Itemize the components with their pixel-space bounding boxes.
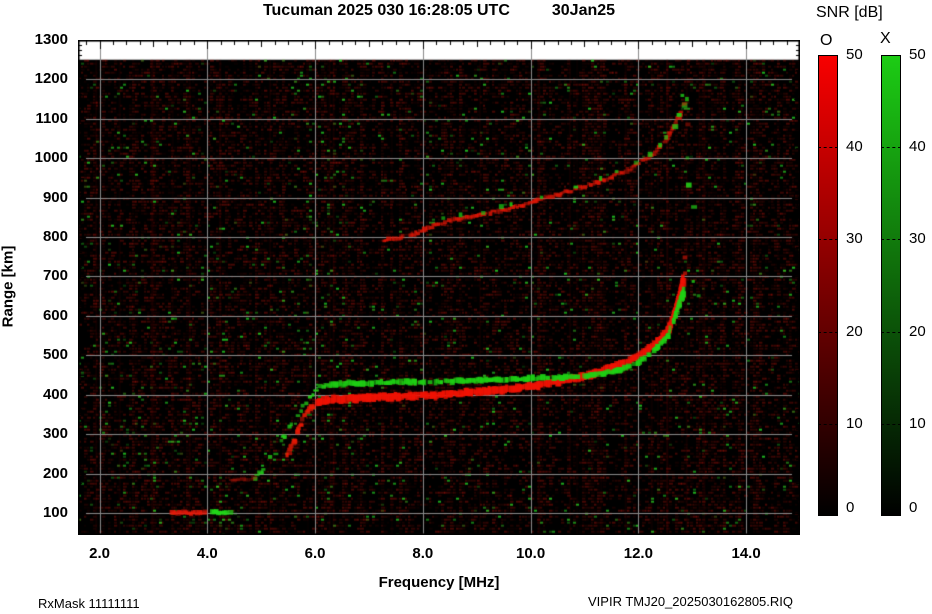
colorbar-o-gradient bbox=[818, 55, 838, 516]
colorbar-x-tickmark-30 bbox=[881, 239, 901, 241]
rxmask-text: RxMask 11111111 bbox=[38, 596, 140, 611]
y-tick-label-500: 500 bbox=[42, 346, 68, 364]
y-tick-label-300: 300 bbox=[42, 425, 68, 443]
colorbar-o-tick-0: 0 bbox=[846, 499, 855, 516]
y-tick-label-800: 800 bbox=[42, 228, 68, 246]
colorbar-x-mode-label: X bbox=[880, 30, 891, 47]
ionogram-plot-canvas bbox=[78, 40, 800, 535]
plot-title: Tucuman 2025 030 16:28:05 UTC 30Jan25 bbox=[78, 2, 800, 20]
plot-title-date: 30Jan25 bbox=[551, 2, 616, 19]
colorbar-x-tick-10: 10 bbox=[909, 414, 926, 432]
x-tick-label-6.0: 6.0 bbox=[304, 545, 326, 562]
colorbar-x-tickmark-20 bbox=[881, 331, 901, 333]
colorbar-title: SNR [dB] bbox=[816, 4, 883, 21]
y-tick-label-1200: 1200 bbox=[34, 70, 68, 88]
y-tick-label-400: 400 bbox=[42, 385, 68, 403]
y-tick-label-1000: 1000 bbox=[34, 149, 68, 167]
x-tick-label-4.0: 4.0 bbox=[196, 545, 218, 562]
y-tick-label-200: 200 bbox=[42, 464, 68, 482]
colorbar-o-tickmark-20 bbox=[818, 331, 838, 333]
colorbar-x-tick-30: 30 bbox=[909, 230, 926, 248]
colorbar-o-mode-label: O bbox=[820, 32, 833, 49]
colorbar-o-tickmark-30 bbox=[818, 239, 838, 241]
x-axis-title: Frequency [MHz] bbox=[378, 574, 500, 591]
colorbar-x-tick-20: 20 bbox=[909, 322, 926, 340]
x-tick-label-8.0: 8.0 bbox=[412, 545, 434, 562]
colorbar-x-gradient bbox=[881, 55, 901, 516]
colorbar-x-tickmark-40 bbox=[881, 147, 901, 149]
y-tick-label-1300: 1300 bbox=[34, 31, 68, 48]
colorbar-o-tick-40: 40 bbox=[846, 138, 863, 156]
colorbar-o-tick-30: 30 bbox=[846, 230, 863, 248]
y-tick-label-600: 600 bbox=[42, 306, 68, 324]
plot-title-main: Tucuman 2025 030 16:28:05 UTC bbox=[262, 2, 510, 19]
colorbar-x-tickmark-10 bbox=[881, 423, 901, 425]
x-tick-label-14.0: 14.0 bbox=[731, 545, 761, 562]
colorbar-x-tick-40: 40 bbox=[909, 138, 926, 156]
y-tick-label-700: 700 bbox=[42, 267, 68, 285]
colorbar-o-tickmark-10 bbox=[818, 423, 838, 425]
colorbar-o-tick-50: 50 bbox=[846, 46, 863, 63]
colorbar-o-tick-10: 10 bbox=[846, 414, 863, 432]
x-tick-label-2.0: 2.0 bbox=[89, 545, 110, 562]
y-tick-label-1100: 1100 bbox=[35, 109, 68, 127]
y-axis-title: Range [km] bbox=[0, 245, 17, 328]
colorbar-o-tick-20: 20 bbox=[846, 322, 863, 340]
x-tick-label-12.0: 12.0 bbox=[623, 545, 653, 562]
colorbar-x-tick-0: 0 bbox=[909, 499, 918, 516]
y-tick-label-100: 100 bbox=[42, 503, 68, 521]
colorbar-x-tick-50: 50 bbox=[909, 46, 926, 63]
colorbar-o-tickmark-40 bbox=[818, 147, 838, 149]
y-tick-label-900: 900 bbox=[42, 188, 68, 206]
x-tick-label-10.0: 10.0 bbox=[515, 545, 546, 562]
source-file-text: VIPIR TMJ20_2025030162805.RIQ bbox=[588, 594, 794, 609]
